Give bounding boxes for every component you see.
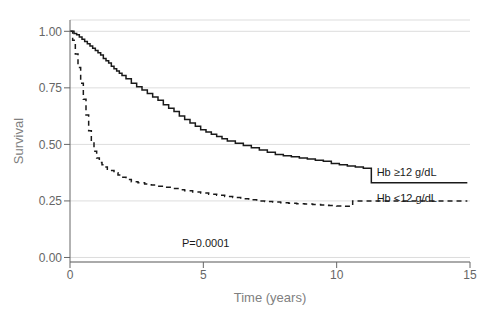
svg-text:Hb ≥12 g/dL: Hb ≥12 g/dL [377, 166, 437, 178]
svg-text:1.00: 1.00 [39, 25, 63, 39]
svg-text:5: 5 [200, 268, 207, 282]
svg-text:15: 15 [463, 268, 477, 282]
svg-text:0.75: 0.75 [39, 81, 63, 95]
svg-text:P=0.0001: P=0.0001 [182, 237, 229, 249]
svg-text:0.25: 0.25 [39, 194, 63, 208]
svg-text:Survival: Survival [11, 118, 26, 164]
svg-text:0: 0 [67, 268, 74, 282]
svg-text:0.50: 0.50 [39, 138, 63, 152]
svg-text:0.00: 0.00 [39, 251, 63, 265]
svg-text:10: 10 [330, 268, 344, 282]
svg-text:Hb <12 g/dL: Hb <12 g/dL [377, 192, 437, 204]
svg-text:Time (years): Time (years) [234, 290, 306, 305]
